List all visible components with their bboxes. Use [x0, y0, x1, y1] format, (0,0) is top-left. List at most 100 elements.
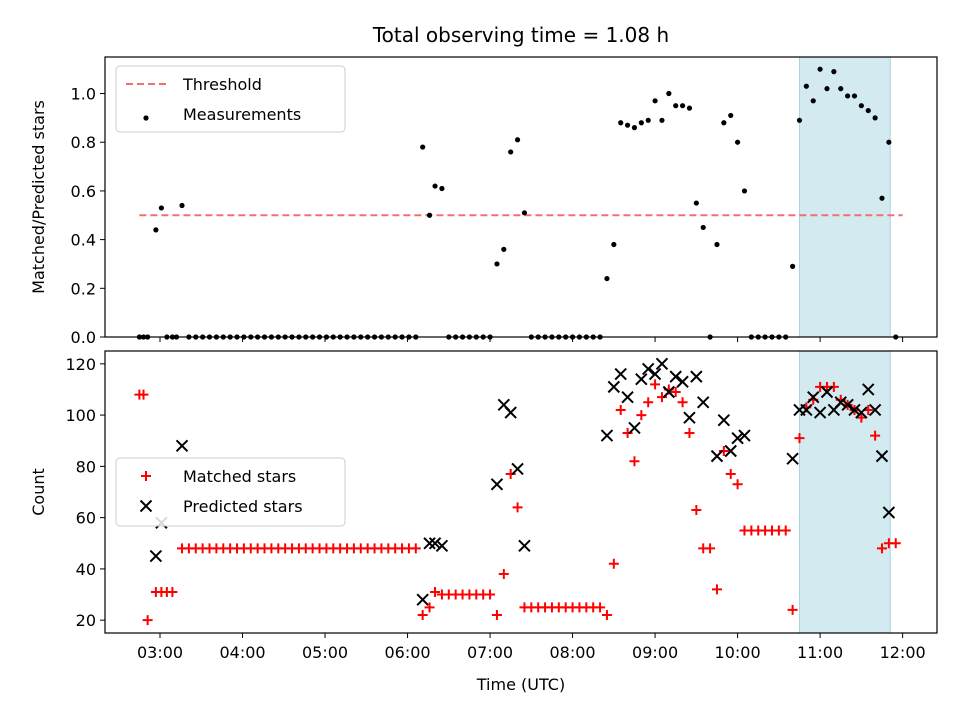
data-point — [700, 224, 706, 231]
data-point-predicted — [841, 398, 854, 412]
x-tick-label: 04:00 — [219, 643, 265, 662]
data-point — [693, 200, 699, 206]
top-panel: 0.0 0.2 0.4 0.6 0.8 1.0 Total observing time =… — [29, 23, 938, 347]
data-point-predicted — [813, 406, 827, 419]
data-point-predicted — [731, 431, 744, 445]
x-tick-label: 10:00 — [715, 643, 761, 662]
data-point-matched — [890, 538, 901, 549]
data-point-matched — [595, 602, 606, 613]
data-point — [879, 195, 885, 201]
data-point — [845, 93, 851, 99]
x-axis-label: Time (UTC) — [476, 675, 565, 694]
data-point — [790, 263, 796, 269]
data-point-matched — [876, 543, 887, 554]
data-point-matched — [856, 412, 867, 423]
data-point-matched — [622, 428, 633, 439]
data-point — [624, 122, 631, 128]
data-point-matched — [643, 397, 654, 408]
data-point — [432, 183, 438, 189]
data-point-matched — [142, 615, 153, 626]
data-point — [494, 261, 500, 267]
data-point-matched — [485, 589, 496, 600]
data-point — [741, 188, 748, 194]
data-point-predicted — [416, 593, 429, 606]
y-axis-label: Count — [29, 468, 48, 516]
data-point-predicted — [875, 449, 889, 463]
series-1 — [149, 357, 896, 606]
data-point-predicted — [834, 396, 847, 409]
data-point-matched — [780, 525, 791, 536]
data-point-predicted — [683, 411, 696, 424]
data-point-predicted — [717, 414, 731, 427]
data-point — [673, 103, 679, 109]
data-point-predicted — [428, 537, 442, 550]
data-point — [872, 115, 878, 121]
data-point-matched — [608, 558, 619, 569]
y-tick-label: 60 — [76, 509, 96, 528]
legend-box — [115, 457, 346, 527]
data-point-predicted — [511, 462, 524, 476]
data-point-predicted — [628, 421, 641, 435]
data-point — [886, 139, 892, 145]
y-tick-label: 0.0 — [71, 328, 96, 347]
data-point-matched — [677, 397, 688, 408]
legend-box — [115, 65, 346, 133]
data-point-matched — [691, 504, 702, 515]
legend-swatch-matched — [141, 471, 151, 481]
data-point-matched — [138, 389, 149, 400]
data-point-predicted — [882, 506, 896, 519]
highlight-band — [798, 350, 891, 634]
data-point-predicted — [600, 429, 614, 442]
legend-label: Threshold — [182, 75, 262, 94]
data-point-matched — [167, 586, 178, 597]
data-point — [508, 149, 514, 155]
data-point-predicted — [490, 478, 504, 491]
data-point-predicted — [635, 372, 648, 386]
data-point — [501, 246, 507, 252]
data-point — [803, 83, 809, 89]
data-point — [721, 120, 727, 126]
data-point-predicted — [518, 539, 531, 553]
data-point-matched — [417, 610, 428, 621]
data-point-predicted — [504, 406, 517, 419]
data-point-predicted — [435, 539, 449, 553]
y-tick-label: 0.2 — [71, 279, 96, 298]
data-point-predicted — [655, 357, 669, 371]
x-tick-label: 07:00 — [467, 643, 513, 662]
y-tick-label: 0.6 — [71, 182, 96, 201]
data-point-matched — [430, 586, 441, 597]
data-point — [179, 202, 185, 209]
x-tick-label: 12:00 — [880, 643, 926, 662]
data-point-matched — [870, 430, 881, 441]
data-point — [734, 139, 741, 145]
axes-frame — [104, 56, 938, 338]
data-point — [631, 125, 638, 131]
data-point — [426, 212, 433, 218]
bottom-panel: 20 40 60 80 100 120 03:00 04:00 05:00 06:00 07:00 0… — [29, 350, 938, 694]
data-point-predicted — [807, 390, 820, 404]
x-tick-label: 11:00 — [797, 643, 843, 662]
x-tick-label: 05:00 — [302, 643, 348, 662]
data-point — [158, 205, 164, 211]
x-tick-label: 08:00 — [550, 643, 596, 662]
data-point-predicted — [868, 403, 882, 417]
data-point-predicted — [786, 452, 799, 465]
legend-swatch-measurements — [143, 115, 149, 121]
data-point — [521, 210, 528, 216]
data-point-predicted — [848, 403, 861, 417]
legend-swatch-predicted — [139, 499, 153, 513]
data-point-predicted — [676, 375, 689, 388]
data-point — [645, 117, 651, 123]
data-point — [817, 66, 823, 72]
data-point — [865, 107, 871, 114]
data-point-predicted — [697, 396, 710, 409]
data-point-predicted — [724, 444, 737, 458]
data-point-matched — [794, 433, 805, 444]
data-point — [439, 185, 445, 192]
data-point — [420, 144, 426, 150]
data-point-predicted — [662, 385, 676, 399]
data-point — [652, 98, 658, 104]
legend-label: Predicted stars — [183, 497, 303, 516]
data-point — [728, 112, 734, 119]
data-point — [153, 227, 159, 233]
